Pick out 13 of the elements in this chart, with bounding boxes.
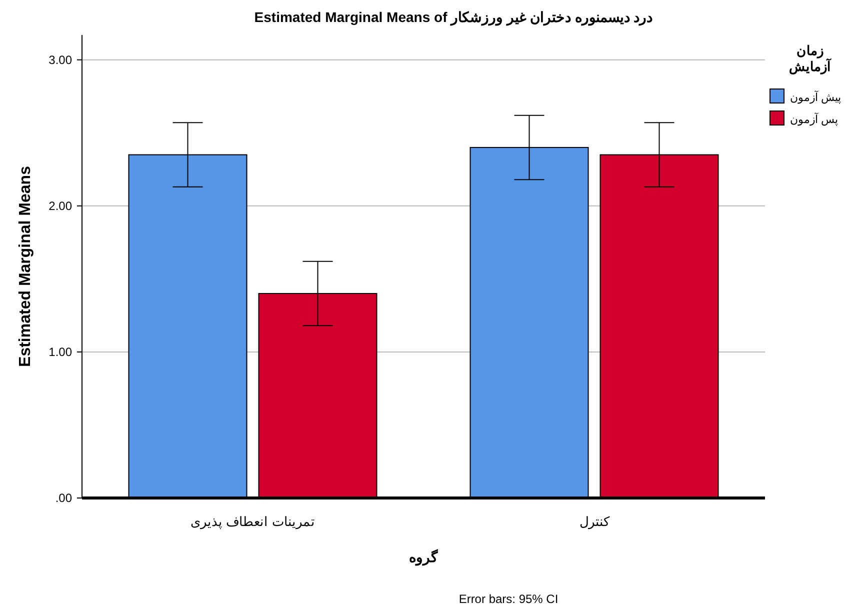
chart-title: Estimated Marginal Means of درد دیسمنوره دختران غیر ورزشکار <box>254 9 653 26</box>
y-tick-label: 3.00 <box>48 52 72 67</box>
y-tick-label: 1.00 <box>48 344 72 359</box>
text: Error bars: 95% CI <box>458 592 558 606</box>
y-tick-label: 2.00 <box>48 198 72 213</box>
y-tick-label: .00 <box>55 491 72 505</box>
x-axis-title: گروه <box>409 549 438 566</box>
y-axis-title: Estimated Marginal Means <box>17 166 34 367</box>
legend-label: پیش آزمون <box>790 91 842 104</box>
x-tick-label: کنترل <box>579 514 610 530</box>
legend-title: زمان آزمایش <box>789 43 832 75</box>
x-tick-label: تمرینات انعطاف پذیری <box>190 514 315 530</box>
legend-label: پس آزمون <box>790 113 838 126</box>
